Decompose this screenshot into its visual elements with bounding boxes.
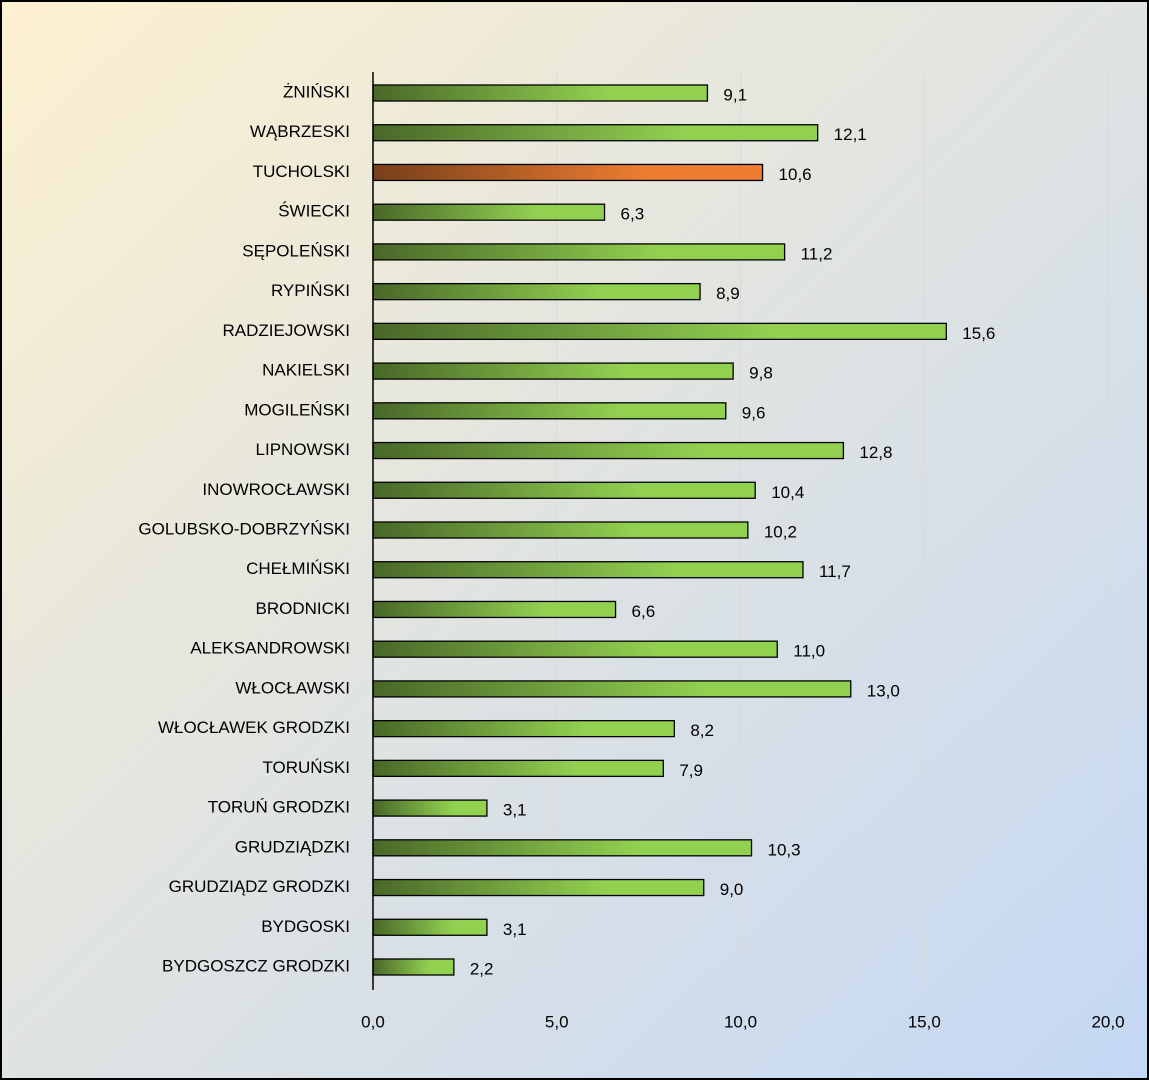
data-label: 9,8 [749, 364, 773, 383]
bar [372, 878, 705, 897]
data-label: 10,3 [768, 840, 801, 859]
y-tick-label: INOWROCŁAWSKI [202, 480, 350, 499]
y-tick-label: SĘPOLEŃSKI [242, 241, 350, 260]
data-label: 9,0 [720, 880, 744, 899]
y-tick-label: NAKIELSKI [262, 361, 350, 380]
bar [372, 759, 664, 778]
data-label: 2,2 [470, 959, 494, 978]
data-label: 10,6 [779, 165, 812, 184]
data-label: 10,4 [771, 483, 804, 502]
bar [372, 799, 488, 817]
bar [372, 441, 845, 460]
data-label: 12,8 [859, 443, 892, 462]
bar [372, 282, 701, 301]
y-tick-label: TORUŃSKI [262, 758, 350, 777]
bar [372, 918, 488, 936]
bar [372, 322, 947, 341]
plot: 0,0 5,0 10,0 15,0 20,0 ŻNIŃSKI 9,1 WĄBRZESKI 12,… [138, 72, 1125, 1031]
bar [372, 561, 804, 579]
data-label: 8,9 [716, 284, 740, 303]
y-tick-label: WĄBRZESKI [250, 122, 350, 141]
bar [372, 600, 617, 619]
y-tick-label: MOGILEŃSKI [244, 400, 350, 419]
y-tick-label: ŚWIECKI [278, 202, 350, 221]
data-label: 9,1 [723, 85, 747, 104]
bar [372, 640, 778, 658]
y-tick-label: RADZIEJOWSKI [222, 321, 350, 340]
bar [372, 719, 676, 738]
y-tick-label: CHEŁMIŃSKI [246, 559, 350, 578]
y-tick-label: GRUDZIĄDZKI [235, 837, 350, 856]
data-label: 11,0 [793, 642, 825, 661]
y-tick-label: ALEKSANDROWSKI [190, 639, 350, 658]
bar [372, 163, 764, 182]
y-tick-label: WŁOCŁAWSKI [235, 678, 350, 697]
data-label: 3,1 [503, 801, 527, 820]
data-label: 13,0 [867, 681, 900, 700]
x-tick-label: 5,0 [545, 1012, 569, 1031]
bar [372, 124, 819, 142]
data-label: 15,6 [962, 324, 995, 343]
x-tick-label: 20,0 [1091, 1012, 1124, 1031]
y-tick-label: WŁOCŁAWEK GRODZKI [158, 718, 350, 737]
data-label: 9,6 [742, 403, 766, 422]
bar [372, 203, 606, 221]
y-tick-label: GRUDZIĄDZ GRODZKI [169, 877, 350, 896]
x-tick-label: 15,0 [908, 1012, 941, 1031]
y-tick-label: BYDGOSKI [261, 917, 350, 936]
data-label: 6,6 [632, 602, 656, 621]
y-tick-label: RYPIŃSKI [271, 281, 350, 300]
y-tick-label: TUCHOLSKI [253, 162, 350, 181]
bar [372, 481, 756, 499]
y-tick-label: BYDGOSZCZ GRODZKI [162, 956, 350, 975]
y-tick-label: ŻNIŃSKI [283, 82, 350, 101]
bar [372, 680, 852, 698]
y-tick-label: BRODNICKI [256, 599, 350, 618]
data-label: 6,3 [621, 205, 645, 224]
data-label: 10,2 [764, 522, 797, 541]
data-label: 11,2 [801, 244, 833, 263]
data-label: 8,2 [690, 721, 714, 740]
data-label: 11,7 [819, 562, 851, 581]
bar [372, 402, 727, 420]
bar [372, 362, 734, 380]
bar [372, 243, 786, 261]
x-tick-label: 10,0 [724, 1012, 757, 1031]
y-tick-label: LIPNOWSKI [256, 440, 350, 459]
bar [372, 839, 753, 857]
data-label: 3,1 [503, 920, 527, 939]
y-tick-label: GOLUBSKO-DOBRZYŃSKI [138, 519, 350, 538]
bar [372, 521, 749, 539]
x-tick-label: 0,0 [361, 1012, 385, 1031]
data-label: 7,9 [679, 761, 703, 780]
bar [372, 958, 455, 976]
data-label: 12,1 [834, 125, 867, 144]
y-tick-label: TORUŃ GRODZKI [208, 798, 350, 817]
bar [372, 84, 709, 102]
